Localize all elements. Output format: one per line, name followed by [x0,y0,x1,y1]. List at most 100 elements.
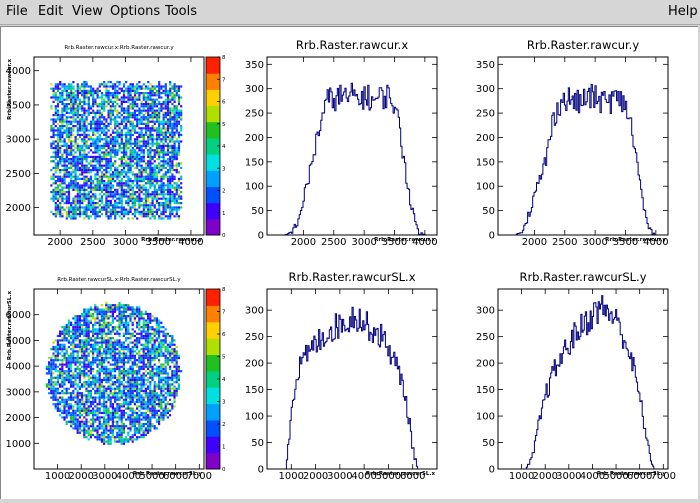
color-tick-label: 5 [222,355,226,361]
plot-title: Rrb.Raster.rawcurSL.x [288,270,415,284]
y-tick-label: 4000 [6,362,31,373]
x-tick-label: 2000 [522,237,547,248]
y-tick-label: 3000 [6,387,31,398]
color-tick-label: 0 [222,233,226,239]
y-tick-label: 150 [245,385,264,396]
x-tick-label: 2500 [552,237,577,248]
y-tick-label: 200 [476,359,495,370]
color-tick-label: 4 [222,377,226,383]
x-tick-label: 2500 [321,237,346,248]
x-tick-label: 1000 [279,471,304,482]
y-tick-label: 300 [245,306,264,317]
y-tick-label: 2500 [6,169,31,180]
y-tick-label: 50 [482,206,495,217]
heatmap-cells [46,302,182,445]
color-tick-label: 0 [222,467,226,473]
y-tick-label: 50 [251,206,264,217]
menu-edit[interactable]: Edit [38,4,63,19]
plot-frame [498,57,668,235]
y-tick-label: 50 [482,438,495,449]
y-tick-label: 0 [489,465,495,476]
color-tick-label: 6 [222,100,226,106]
x-tick-label: 1000 [45,471,70,482]
y-tick-label: 0 [489,231,495,242]
x-tick-label: 2000 [532,471,557,482]
x-axis-label: Rrb.Raster.rawcur.x [374,237,435,243]
color-tick-label: 2 [222,189,226,195]
plot-title: Rrb.Raster.rawcur.x [296,38,408,52]
color-tick-label: 1 [222,445,226,451]
y-tick-label: 0 [258,465,264,476]
color-tick-label: 7 [222,77,226,83]
y-tick-label: 300 [476,306,495,317]
y-tick-label: 0 [258,231,264,242]
y-tick-label: 3000 [6,135,31,146]
y-tick-label: 100 [245,412,264,423]
y-tick-label: 150 [476,157,495,168]
menu-options[interactable]: Options [110,4,160,19]
y-tick-label: 150 [476,385,495,396]
y-tick-label: 250 [476,332,495,343]
color-tick-label: 6 [222,332,226,338]
histogram-line [516,85,656,236]
x-axis-label: Rrb.Raster.rawcurSL.y [597,471,667,477]
menu-file[interactable]: File [6,4,28,19]
pad-4: 0123456781000200030004000500060007000100… [6,277,226,482]
x-tick-label: 2000 [303,471,328,482]
color-tick-label: 3 [222,400,226,406]
pad-5: 1000200030004000500060000501001502002503… [245,270,437,482]
y-tick-label: 200 [245,359,264,370]
y-tick-label: 50 [251,438,264,449]
x-tick-label: 2000 [68,471,93,482]
x-tick-label: 3000 [351,237,376,248]
x-tick-label: 2000 [291,237,316,248]
y-tick-label: 2000 [6,203,31,214]
color-tick-label: 8 [222,55,226,61]
pad-6: 1000200030004000500060007000050100150200… [476,270,676,482]
histogram-line [526,296,654,469]
menu-bar: File Edit View Options Tools Help [0,0,700,25]
x-tick-label: 3000 [92,471,117,482]
menu-help[interactable]: Help [668,4,698,19]
color-tick-label: 1 [222,211,226,217]
x-axis-label: Rrb.Raster.rawcur.y [605,237,666,243]
y-axis-label: Rrb.Raster.rawcurSL.x [7,291,13,361]
x-tick-label: 2500 [80,237,105,248]
x-tick-label: 3000 [556,471,581,482]
histogram-line [285,83,425,235]
y-tick-label: 100 [476,182,495,193]
plot-title: Rrb.Raster.rawcurSL.y [519,270,646,284]
x-axis-label: Rrb.Raster.rawcurSL.x [366,471,436,477]
color-tick-label: 2 [222,422,226,428]
y-tick-label: 350 [476,60,495,71]
menu-view[interactable]: View [72,4,103,19]
plot-title: Rrb.Raster.rawcur.y [527,38,639,52]
y-tick-label: 100 [476,412,495,423]
plot-title: Rrb.Raster.rawcur.x:Rrb.Raster.rawcur.y [64,45,174,51]
color-tick-label: 8 [222,287,226,293]
heatmap-cells [50,81,182,220]
color-tick-label: 4 [222,144,226,150]
y-tick-label: 150 [245,157,264,168]
y-tick-label: 300 [245,84,264,95]
y-tick-label: 1000 [6,439,31,450]
plot-title: Rrb.Raster.rawcurSL.x:Rrb.Raster.rawcurS… [57,277,181,283]
color-tick-label: 5 [222,122,226,128]
y-tick-label: 250 [245,332,264,343]
color-tick-label: 7 [222,310,226,316]
color-tick-label: 3 [222,166,226,172]
y-tick-label: 300 [476,84,495,95]
y-tick-label: 250 [476,109,495,120]
y-tick-label: 200 [245,133,264,144]
x-axis-label: Rrb.Raster.rawcurSL.y [133,471,203,477]
plot-frame [498,289,668,469]
x-axis-label: Rrb.Raster.rawcur.y [141,237,202,243]
y-tick-label: 350 [245,60,264,71]
y-tick-label: 200 [476,133,495,144]
menu-tools[interactable]: Tools [165,4,197,19]
x-tick-label: 3000 [113,237,138,248]
